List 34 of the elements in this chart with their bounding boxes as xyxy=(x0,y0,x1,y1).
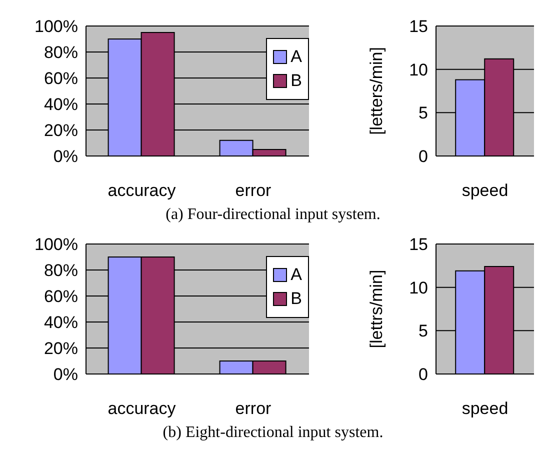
y-tick-label: 60% xyxy=(44,287,78,306)
y-tick-label: 80% xyxy=(44,43,78,62)
y-tick-label: 60% xyxy=(44,69,78,88)
y-axis-title: [letters/min] xyxy=(367,47,386,135)
legend-label: B xyxy=(290,289,302,309)
text: (b) Eight-directional input system. xyxy=(162,424,384,443)
y-tick-label: 10 xyxy=(409,278,428,298)
x-tick-label: speed xyxy=(462,399,508,418)
y-axis-title: [lettrs/min] xyxy=(367,270,386,348)
x-tick-label: error xyxy=(235,181,272,200)
text: (a) Four-directional input system. xyxy=(164,206,382,225)
y-tick-label: 0 xyxy=(418,147,428,166)
legend-label: A xyxy=(290,47,302,67)
y-tick-label: 5 xyxy=(418,104,428,123)
legend-label: A xyxy=(290,265,302,285)
legend-label: B xyxy=(290,71,302,91)
y-tick-label: 100% xyxy=(34,17,78,36)
y-tick-label: 40% xyxy=(44,313,78,332)
y-tick-label: 80% xyxy=(44,261,78,280)
y-tick-label: 15 xyxy=(409,17,428,36)
y-tick-label: 5 xyxy=(418,322,428,341)
x-tick-label: error xyxy=(235,399,272,418)
y-tick-label: 20% xyxy=(44,121,78,140)
x-tick-label: accuracy xyxy=(108,399,176,418)
x-tick-label: speed xyxy=(462,181,508,200)
y-tick-label: 10 xyxy=(409,60,428,80)
y-tick-label: 0% xyxy=(53,147,78,166)
y-tick-label: 100% xyxy=(34,235,78,254)
y-tick-label: 0% xyxy=(53,365,78,384)
y-tick-label: 15 xyxy=(409,235,428,254)
y-tick-label: 20% xyxy=(44,339,78,358)
x-tick-label: accuracy xyxy=(108,181,176,200)
y-tick-label: 0 xyxy=(418,365,428,384)
y-tick-label: 40% xyxy=(44,95,78,114)
